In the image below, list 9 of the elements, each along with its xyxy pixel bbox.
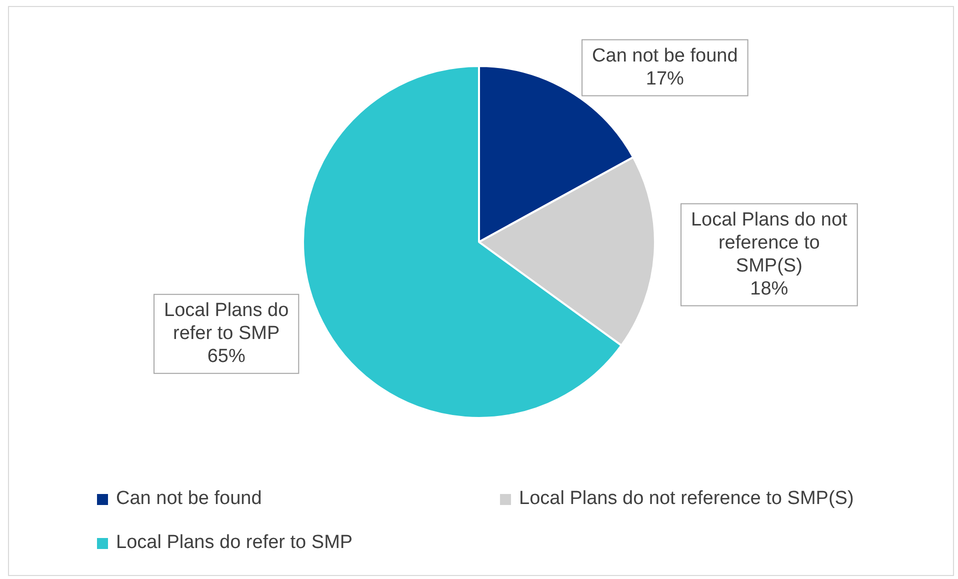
slice-label: Local Plans do refer to SMP: [164, 300, 289, 344]
data-label: 65%: [207, 346, 246, 368]
legend-label: Local Plans do refer to SMP: [116, 532, 353, 554]
slice-label: Can not be found: [592, 46, 738, 67]
legend-label: Can not be found: [116, 488, 262, 510]
slice-label: Local Plans do not reference to SMP(S): [690, 209, 848, 276]
data-label: 18%: [750, 278, 788, 300]
legend-label: Local Plans do not reference to SMP(S): [519, 488, 854, 510]
data-label: 17%: [646, 68, 684, 90]
